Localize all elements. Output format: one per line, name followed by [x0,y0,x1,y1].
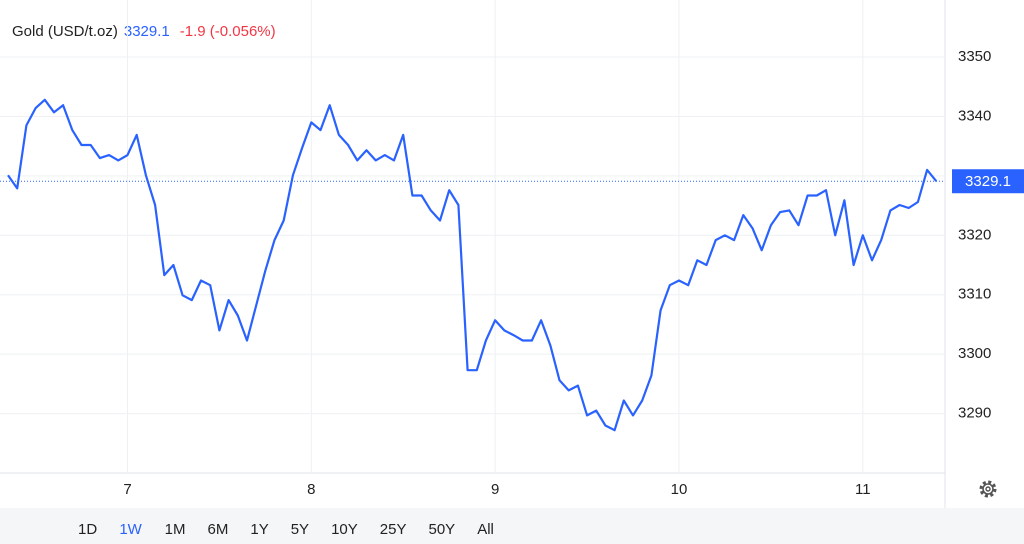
price-line [7,98,938,432]
range-button[interactable]: All [477,521,494,538]
range-bar [0,508,1024,544]
y-tick-label: 3320 [958,226,991,243]
last-price-badge [952,169,1024,194]
last-price: 3329.1 [124,23,170,40]
range-button[interactable]: 6M [208,521,229,538]
last-price-label: 3329.1 [965,173,1011,190]
y-tick-label: 3290 [958,405,991,422]
x-tick-label: 7 [123,481,131,498]
range-button[interactable]: 5Y [291,521,309,538]
x-tick-label: 10 [671,481,688,498]
y-tick-label: 3300 [958,345,991,362]
range-button[interactable]: 1D [78,521,97,538]
range-button[interactable]: 1M [165,521,186,538]
range-button[interactable]: 1W [119,521,142,538]
y-tick-label: 3350 [958,48,991,65]
price-change: -1.9 (-0.056%) [180,23,276,40]
range-button[interactable]: 1Y [250,521,268,538]
range-button[interactable]: 50Y [428,521,455,538]
x-tick-label: 11 [855,481,871,498]
range-button[interactable]: 10Y [331,521,358,538]
settings-icon[interactable] [979,480,997,498]
x-tick-label: 9 [491,481,499,498]
y-tick-label: 3340 [958,107,991,124]
y-tick-label: 3310 [958,286,991,303]
x-tick-label: 8 [307,481,315,498]
range-button[interactable]: 25Y [380,521,407,538]
chart-title: Gold (USD/t.oz) [12,23,118,40]
